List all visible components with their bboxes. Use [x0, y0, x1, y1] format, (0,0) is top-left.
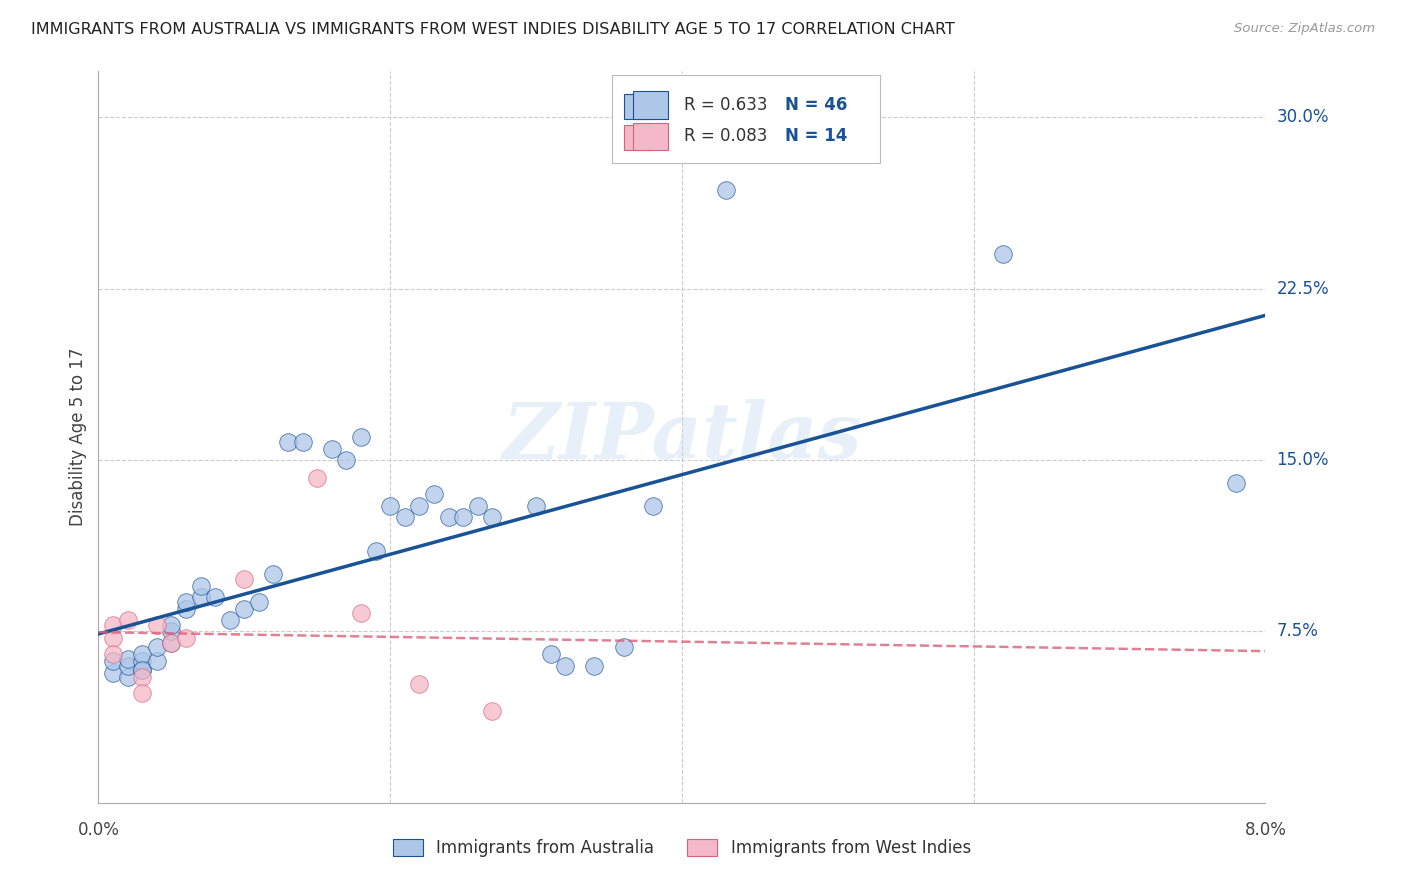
- Point: [233, 572, 256, 586]
- Point: [131, 647, 153, 661]
- Point: [218, 613, 240, 627]
- Text: ZIPatlas: ZIPatlas: [502, 399, 862, 475]
- Point: [160, 636, 183, 650]
- Point: [117, 658, 139, 673]
- Point: [408, 677, 430, 691]
- Point: [262, 567, 284, 582]
- Point: [131, 686, 153, 700]
- Text: N = 14: N = 14: [785, 128, 846, 145]
- Point: [467, 499, 489, 513]
- Point: [335, 453, 357, 467]
- FancyBboxPatch shape: [612, 75, 880, 163]
- Point: [131, 670, 153, 684]
- Point: [131, 663, 153, 677]
- Point: [160, 636, 183, 650]
- FancyBboxPatch shape: [624, 126, 652, 151]
- Point: [540, 647, 562, 661]
- Text: IMMIGRANTS FROM AUSTRALIA VS IMMIGRANTS FROM WEST INDIES DISABILITY AGE 5 TO 17 : IMMIGRANTS FROM AUSTRALIA VS IMMIGRANTS …: [31, 22, 955, 37]
- Point: [131, 663, 153, 677]
- Point: [380, 499, 402, 513]
- Point: [233, 601, 256, 615]
- Point: [160, 624, 183, 639]
- Point: [554, 658, 576, 673]
- Point: [364, 544, 387, 558]
- Point: [101, 647, 124, 661]
- Point: [291, 434, 314, 449]
- Text: N = 46: N = 46: [785, 96, 846, 114]
- Point: [146, 640, 169, 655]
- Point: [583, 658, 606, 673]
- Point: [117, 670, 139, 684]
- Point: [101, 632, 124, 646]
- FancyBboxPatch shape: [633, 91, 668, 119]
- Point: [451, 510, 474, 524]
- Point: [714, 183, 737, 197]
- Point: [524, 499, 547, 513]
- Point: [190, 579, 212, 593]
- Point: [247, 595, 270, 609]
- Point: [423, 487, 446, 501]
- Point: [101, 617, 124, 632]
- Point: [174, 632, 197, 646]
- Point: [321, 442, 343, 456]
- Point: [1225, 475, 1247, 490]
- Text: R = 0.083: R = 0.083: [685, 128, 768, 145]
- FancyBboxPatch shape: [624, 94, 652, 119]
- Point: [277, 434, 299, 449]
- Point: [612, 640, 634, 655]
- Point: [991, 247, 1014, 261]
- Point: [146, 654, 169, 668]
- Point: [146, 617, 169, 632]
- Point: [174, 595, 197, 609]
- Point: [160, 617, 183, 632]
- Point: [101, 665, 124, 680]
- Point: [117, 652, 139, 666]
- Legend: Immigrants from Australia, Immigrants from West Indies: Immigrants from Australia, Immigrants fr…: [387, 832, 977, 864]
- Text: 0.0%: 0.0%: [77, 821, 120, 839]
- Point: [204, 590, 226, 604]
- Y-axis label: Disability Age 5 to 17: Disability Age 5 to 17: [69, 348, 87, 526]
- Point: [307, 471, 329, 485]
- Point: [117, 613, 139, 627]
- Text: Source: ZipAtlas.com: Source: ZipAtlas.com: [1234, 22, 1375, 36]
- Point: [101, 654, 124, 668]
- Point: [481, 510, 503, 524]
- Text: 30.0%: 30.0%: [1277, 108, 1329, 126]
- Point: [394, 510, 416, 524]
- Point: [408, 499, 430, 513]
- Point: [481, 705, 503, 719]
- Point: [190, 590, 212, 604]
- Text: 8.0%: 8.0%: [1244, 821, 1286, 839]
- Text: R = 0.633: R = 0.633: [685, 96, 768, 114]
- Point: [174, 601, 197, 615]
- Text: 7.5%: 7.5%: [1277, 623, 1319, 640]
- Point: [437, 510, 460, 524]
- Text: 22.5%: 22.5%: [1277, 279, 1329, 298]
- Point: [350, 606, 373, 620]
- FancyBboxPatch shape: [633, 122, 668, 151]
- Point: [641, 499, 664, 513]
- Text: 15.0%: 15.0%: [1277, 451, 1329, 469]
- Point: [131, 654, 153, 668]
- Point: [350, 430, 373, 444]
